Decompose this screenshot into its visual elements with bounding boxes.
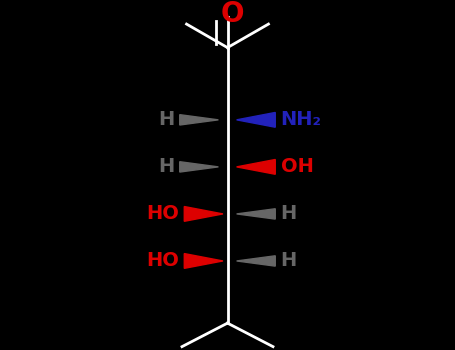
Text: O: O — [220, 0, 244, 28]
Text: HO: HO — [146, 251, 179, 271]
Polygon shape — [184, 253, 223, 268]
Text: NH₂: NH₂ — [281, 110, 322, 130]
Polygon shape — [237, 209, 275, 219]
Text: H: H — [158, 110, 174, 130]
Polygon shape — [237, 160, 275, 174]
Text: H: H — [281, 251, 297, 271]
Polygon shape — [237, 256, 275, 266]
Text: OH: OH — [281, 158, 313, 176]
Text: H: H — [281, 204, 297, 223]
Polygon shape — [180, 115, 218, 125]
Polygon shape — [184, 206, 223, 221]
Polygon shape — [180, 162, 218, 172]
Polygon shape — [237, 112, 275, 127]
Text: H: H — [158, 158, 174, 176]
Text: HO: HO — [146, 204, 179, 223]
